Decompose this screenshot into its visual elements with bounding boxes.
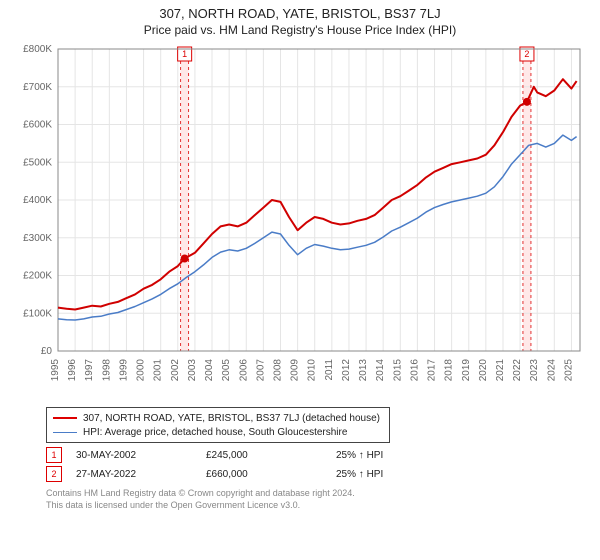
svg-text:£600K: £600K bbox=[23, 120, 52, 131]
svg-text:1995: 1995 bbox=[50, 359, 61, 382]
svg-text:2017: 2017 bbox=[427, 359, 438, 382]
svg-text:2000: 2000 bbox=[136, 359, 147, 382]
sale-badge-2: 2 bbox=[46, 466, 62, 482]
svg-text:2010: 2010 bbox=[307, 359, 318, 382]
svg-text:£300K: £300K bbox=[23, 233, 52, 244]
footer: Contains HM Land Registry data © Crown c… bbox=[46, 488, 586, 511]
svg-text:2016: 2016 bbox=[409, 359, 420, 382]
legend-swatch-blue bbox=[53, 432, 77, 433]
sale-date-1: 30-MAY-2002 bbox=[76, 450, 206, 461]
svg-text:1998: 1998 bbox=[101, 359, 112, 382]
sale-delta-2: 25% ↑ HPI bbox=[336, 469, 466, 480]
chart: £0 £100K £200K £300K £400K £500K £600K £700K £80… bbox=[10, 41, 590, 401]
svg-text:2024: 2024 bbox=[546, 359, 557, 382]
legend-label-1: 307, NORTH ROAD, YATE, BRISTOL, BS37 7LJ… bbox=[83, 413, 380, 424]
svg-text:1999: 1999 bbox=[118, 359, 129, 382]
footer-line-2: This data is licensed under the Open Gov… bbox=[46, 500, 586, 512]
legend-label-2: HPI: Average price, detached house, Sout… bbox=[83, 427, 347, 438]
svg-text:1997: 1997 bbox=[84, 359, 95, 382]
page-title: 307, NORTH ROAD, YATE, BRISTOL, BS37 7LJ bbox=[10, 6, 590, 21]
legend-row-2: HPI: Average price, detached house, Sout… bbox=[53, 425, 383, 439]
svg-text:£700K: £700K bbox=[23, 82, 52, 93]
svg-text:2005: 2005 bbox=[221, 359, 232, 382]
sale-delta-1: 25% ↑ HPI bbox=[336, 450, 466, 461]
svg-text:2015: 2015 bbox=[392, 359, 403, 382]
svg-text:2004: 2004 bbox=[204, 359, 215, 382]
sale-row-2: 2 27-MAY-2022 £660,000 25% ↑ HPI bbox=[46, 466, 590, 482]
legend-row-1: 307, NORTH ROAD, YATE, BRISTOL, BS37 7LJ… bbox=[53, 411, 383, 425]
footer-line-1: Contains HM Land Registry data © Crown c… bbox=[46, 488, 586, 500]
sale-price-1: £245,000 bbox=[206, 450, 336, 461]
svg-text:2021: 2021 bbox=[495, 359, 506, 382]
svg-text:2009: 2009 bbox=[290, 359, 301, 382]
svg-text:2014: 2014 bbox=[375, 359, 386, 382]
svg-text:2007: 2007 bbox=[255, 359, 266, 382]
svg-text:2013: 2013 bbox=[358, 359, 369, 382]
svg-text:2: 2 bbox=[524, 49, 529, 59]
svg-text:2018: 2018 bbox=[444, 359, 455, 382]
legend: 307, NORTH ROAD, YATE, BRISTOL, BS37 7LJ… bbox=[46, 407, 390, 443]
page: 307, NORTH ROAD, YATE, BRISTOL, BS37 7LJ… bbox=[0, 0, 600, 560]
sale-price-2: £660,000 bbox=[206, 469, 336, 480]
svg-text:2022: 2022 bbox=[512, 359, 523, 382]
svg-text:2012: 2012 bbox=[341, 359, 352, 382]
svg-text:2019: 2019 bbox=[461, 359, 472, 382]
svg-text:2008: 2008 bbox=[272, 359, 283, 382]
svg-text:£500K: £500K bbox=[23, 157, 52, 168]
sale-badge-1: 1 bbox=[46, 447, 62, 463]
svg-text:2023: 2023 bbox=[529, 359, 540, 382]
sale-date-2: 27-MAY-2022 bbox=[76, 469, 206, 480]
svg-text:2006: 2006 bbox=[238, 359, 249, 382]
svg-text:£0: £0 bbox=[41, 346, 53, 357]
svg-text:£400K: £400K bbox=[23, 195, 52, 206]
svg-text:£200K: £200K bbox=[23, 271, 52, 282]
sale-row-1: 1 30-MAY-2002 £245,000 25% ↑ HPI bbox=[46, 447, 590, 463]
page-subtitle: Price paid vs. HM Land Registry's House … bbox=[10, 23, 590, 37]
svg-text:2025: 2025 bbox=[563, 359, 574, 382]
chart-svg: £0 £100K £200K £300K £400K £500K £600K £700K £80… bbox=[10, 41, 590, 401]
svg-text:2020: 2020 bbox=[478, 359, 489, 382]
svg-text:1996: 1996 bbox=[67, 359, 78, 382]
svg-text:£800K: £800K bbox=[23, 44, 52, 55]
svg-text:2001: 2001 bbox=[153, 359, 164, 382]
svg-text:2011: 2011 bbox=[324, 359, 335, 381]
legend-swatch-red bbox=[53, 417, 77, 419]
svg-text:£100K: £100K bbox=[23, 308, 52, 319]
svg-text:2003: 2003 bbox=[187, 359, 198, 382]
svg-text:2002: 2002 bbox=[170, 359, 181, 382]
svg-text:1: 1 bbox=[182, 49, 187, 59]
